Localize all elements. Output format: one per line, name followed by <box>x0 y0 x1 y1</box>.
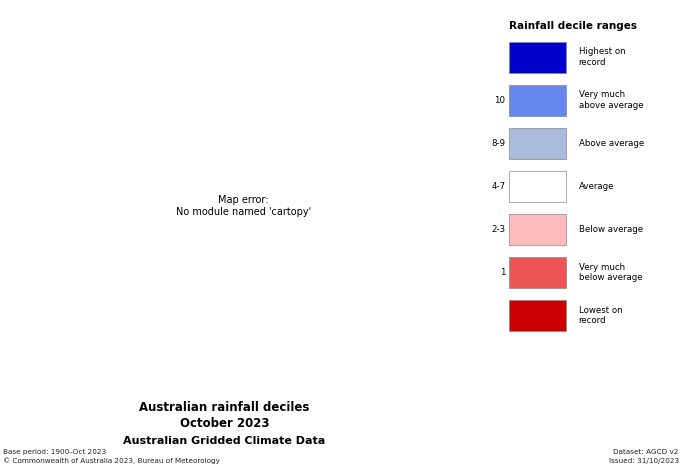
Text: Issued: 31/10/2023: Issued: 31/10/2023 <box>609 458 679 464</box>
Text: Lowest on
record: Lowest on record <box>579 306 622 325</box>
Text: 1: 1 <box>500 268 505 277</box>
Bar <box>509 300 566 331</box>
Text: Rainfall decile ranges: Rainfall decile ranges <box>509 21 637 30</box>
Bar <box>509 128 566 159</box>
Text: 2-3: 2-3 <box>491 225 505 234</box>
Bar <box>509 85 566 116</box>
Text: Very much
above average: Very much above average <box>579 90 643 110</box>
Text: 10: 10 <box>494 95 505 105</box>
Text: Base period: 1900–Oct 2023: Base period: 1900–Oct 2023 <box>3 449 107 455</box>
Bar <box>509 257 566 288</box>
Text: Below average: Below average <box>579 225 643 234</box>
Bar <box>509 171 566 202</box>
Text: Australian rainfall deciles: Australian rainfall deciles <box>139 401 309 414</box>
Text: 8-9: 8-9 <box>491 139 505 148</box>
Text: October 2023: October 2023 <box>180 417 269 430</box>
Text: 4-7: 4-7 <box>491 182 505 191</box>
Text: Very much
below average: Very much below average <box>579 263 643 282</box>
Text: Australian Gridded Climate Data: Australian Gridded Climate Data <box>123 437 326 446</box>
Text: Dataset: AGCD v2: Dataset: AGCD v2 <box>613 449 679 455</box>
Text: Map error:
No module named 'cartopy': Map error: No module named 'cartopy' <box>175 195 311 217</box>
Text: Average: Average <box>579 182 614 191</box>
Bar <box>509 42 566 73</box>
Text: © Commonwealth of Australia 2023, Bureau of Meteorology: © Commonwealth of Australia 2023, Bureau… <box>3 458 220 464</box>
Text: Above average: Above average <box>579 139 644 148</box>
Text: Highest on
record: Highest on record <box>579 47 626 67</box>
Bar <box>509 214 566 245</box>
